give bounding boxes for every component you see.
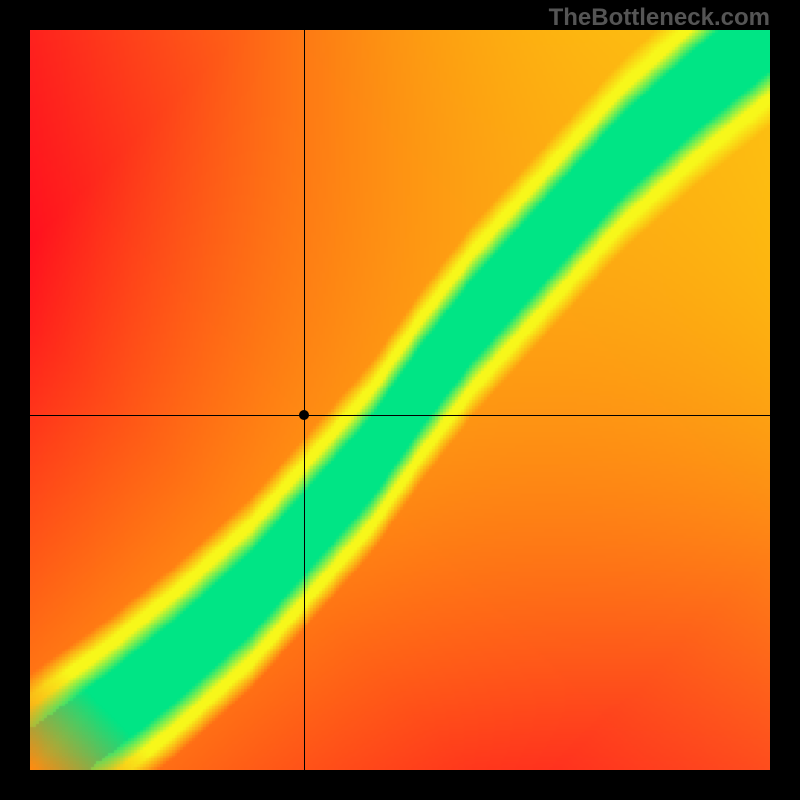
crosshair-marker bbox=[299, 410, 309, 420]
watermark-label: TheBottleneck.com bbox=[549, 4, 770, 32]
heatmap-canvas bbox=[30, 30, 770, 770]
crosshair-vertical bbox=[304, 30, 305, 770]
crosshair-horizontal bbox=[30, 415, 770, 416]
chart-container: TheBottleneck.com bbox=[0, 0, 800, 800]
